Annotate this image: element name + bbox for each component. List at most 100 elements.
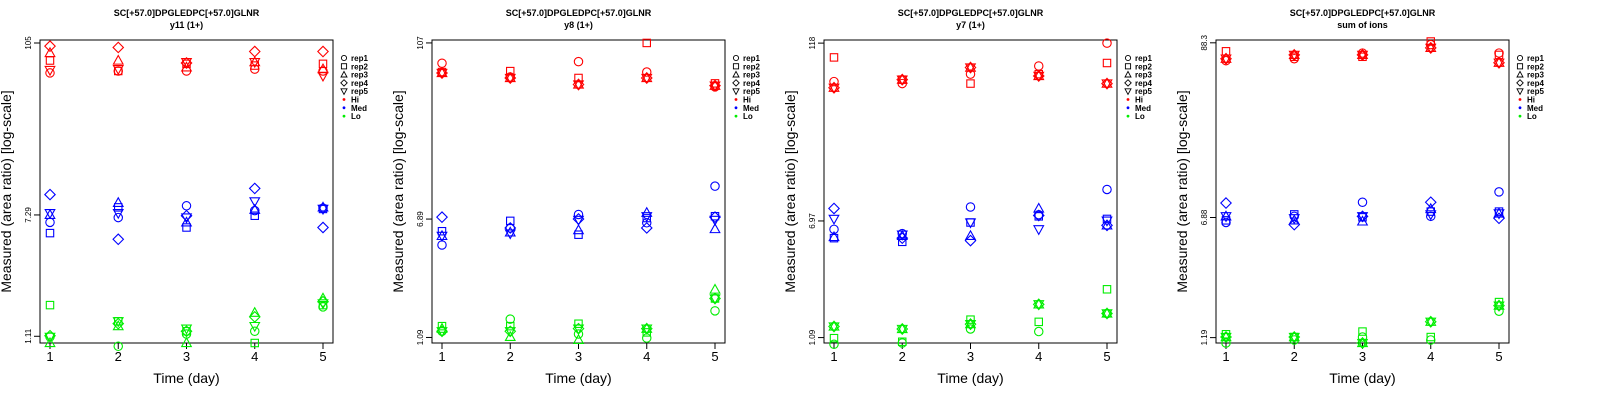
data-point-med-rep4-day1 [44,188,56,201]
legend-swatch [1516,79,1524,87]
data-point-lo-rep5-day3 [572,324,585,335]
x-tick-label: 5 [1495,349,1502,364]
data-point-med-rep1-day3 [573,209,584,220]
data-point-hi-rep1-day4 [641,67,652,77]
legend-label: rep5 [1135,87,1152,96]
data-point-hi-rep5-day3 [1356,50,1369,62]
data-point-hi-rep5-day2 [1288,50,1300,62]
legend-label: Lo [1135,112,1145,121]
data-point-lo-rep2-day2 [505,321,515,331]
data-point-med-rep5-day3 [180,213,193,224]
legend-swatch [342,114,346,118]
data-point-hi-rep2-day3 [966,79,975,88]
chart-title: SC[+57.0]DPGLEDPC[+57.0]GLNR [114,8,260,18]
data-point-med-rep3-day4 [1425,202,1437,214]
data-point-hi-rep3-day2 [1288,48,1300,60]
data-point-lo-rep3-day1 [1220,330,1232,342]
data-point-med-rep5-day1 [1220,212,1232,223]
data-point-med-rep5-day2 [1288,214,1300,225]
data-point-lo-rep5-day3 [1356,338,1369,350]
data-point-med-rep5-day1 [44,208,56,220]
data-point-med-rep3-day5 [317,201,329,212]
data-point-lo-rep2-day4 [250,338,260,348]
data-point-lo-rep3-day5 [317,292,329,303]
legend-label: Lo [743,112,753,121]
data-point-hi-rep5-day4 [1033,71,1045,83]
data-point-hi-rep1-day1 [437,58,447,68]
legend-label: rep2 [1527,62,1544,71]
data-point-med-rep1-day1 [829,224,839,235]
plot-frame [823,39,1118,344]
data-point-hi-rep3-day2 [504,71,516,83]
legend-label: rep1 [1135,54,1152,63]
data-point-med-rep3-day4 [641,206,653,217]
legend-swatch [342,98,346,101]
data-point-lo-rep3-day1 [44,336,56,348]
data-point-lo-rep2-day3 [1358,327,1367,336]
data-point-med-rep2-day2 [114,203,123,212]
data-point-med-rep4-day2 [504,221,517,234]
data-point-lo-rep2-day1 [1221,329,1231,339]
data-point-hi-rep1-day1 [829,76,839,87]
data-point-lo-rep3-day1 [828,320,840,331]
legend-label: rep1 [743,54,760,63]
y-tick-label: 1.09 [808,329,817,345]
y-tick-label: 118 [808,36,817,49]
data-point-med-rep4-day1 [1220,197,1232,210]
data-point-hi-rep5-day1 [436,68,448,80]
y-axis-label: Measured (area ratio) [log-scale] [1174,90,1190,292]
legend-label: rep1 [351,54,368,63]
data-point-lo-rep2-day4 [1034,317,1044,327]
y-tick-label: 88.3 [1200,34,1209,50]
data-point-hi-rep2-day1 [829,53,839,62]
y-tick-label: 6.89 [416,211,425,227]
legend-swatch [1126,106,1130,110]
data-point-hi-rep2-day5 [1102,58,1112,68]
data-point-med-rep4-day2 [1288,218,1301,231]
legend-swatch [340,63,348,70]
legend-label: Hi [743,96,751,105]
data-point-med-rep2-day2 [505,216,515,226]
data-point-med-rep4-day2 [112,233,125,246]
data-point-hi-rep5-day2 [504,73,516,85]
data-point-hi-rep5-day3 [572,80,585,91]
data-point-hi-rep5-day5 [1101,79,1113,90]
legend-label: Lo [351,112,361,121]
legend-swatch [340,70,348,78]
legend-label: Med [1135,104,1151,113]
data-point-hi-rep1-day4 [1034,61,1044,71]
data-point-hi-rep4-day4 [248,45,261,58]
x-tick-label: 2 [507,349,514,364]
x-tick-label: 3 [1359,349,1366,364]
data-point-lo-rep3-day2 [896,322,908,334]
data-point-med-rep3-day1 [436,229,448,241]
legend-label: rep5 [1527,87,1544,96]
data-point-med-rep2-day1 [45,228,55,238]
legend-label: Hi [351,96,359,105]
legend-swatch [340,79,348,87]
data-point-lo-rep1-day4 [250,326,260,336]
data-point-hi-rep3-day2 [112,54,124,65]
data-point-lo-rep3-day4 [1033,298,1045,309]
data-point-hi-rep5-day4 [641,73,653,85]
x-tick-label: 2 [1291,349,1298,364]
data-point-hi-rep2-day4 [1426,37,1436,46]
data-point-med-rep3-day5 [709,222,721,234]
data-point-lo-rep1-day1 [1221,338,1231,348]
y-tick-label: 1.19 [1200,329,1209,345]
x-tick-label: 4 [643,349,650,364]
y-tick-label: 1.09 [416,329,425,345]
legend-swatch [734,98,738,101]
data-point-lo-rep3-day5 [1101,307,1113,318]
data-point-med-rep5-day4 [249,197,261,208]
x-tick-label: 5 [711,349,718,364]
legend-label: rep2 [1135,62,1152,71]
data-point-med-rep3-day4 [249,203,261,214]
data-point-hi-rep1-day3 [965,69,976,79]
data-point-hi-rep5-day3 [180,58,193,69]
data-point-lo-rep3-day2 [504,330,516,342]
data-point-hi-rep4-day1 [44,40,56,53]
data-point-lo-rep2-day1 [45,300,55,310]
data-point-lo-rep5-day4 [641,324,653,335]
